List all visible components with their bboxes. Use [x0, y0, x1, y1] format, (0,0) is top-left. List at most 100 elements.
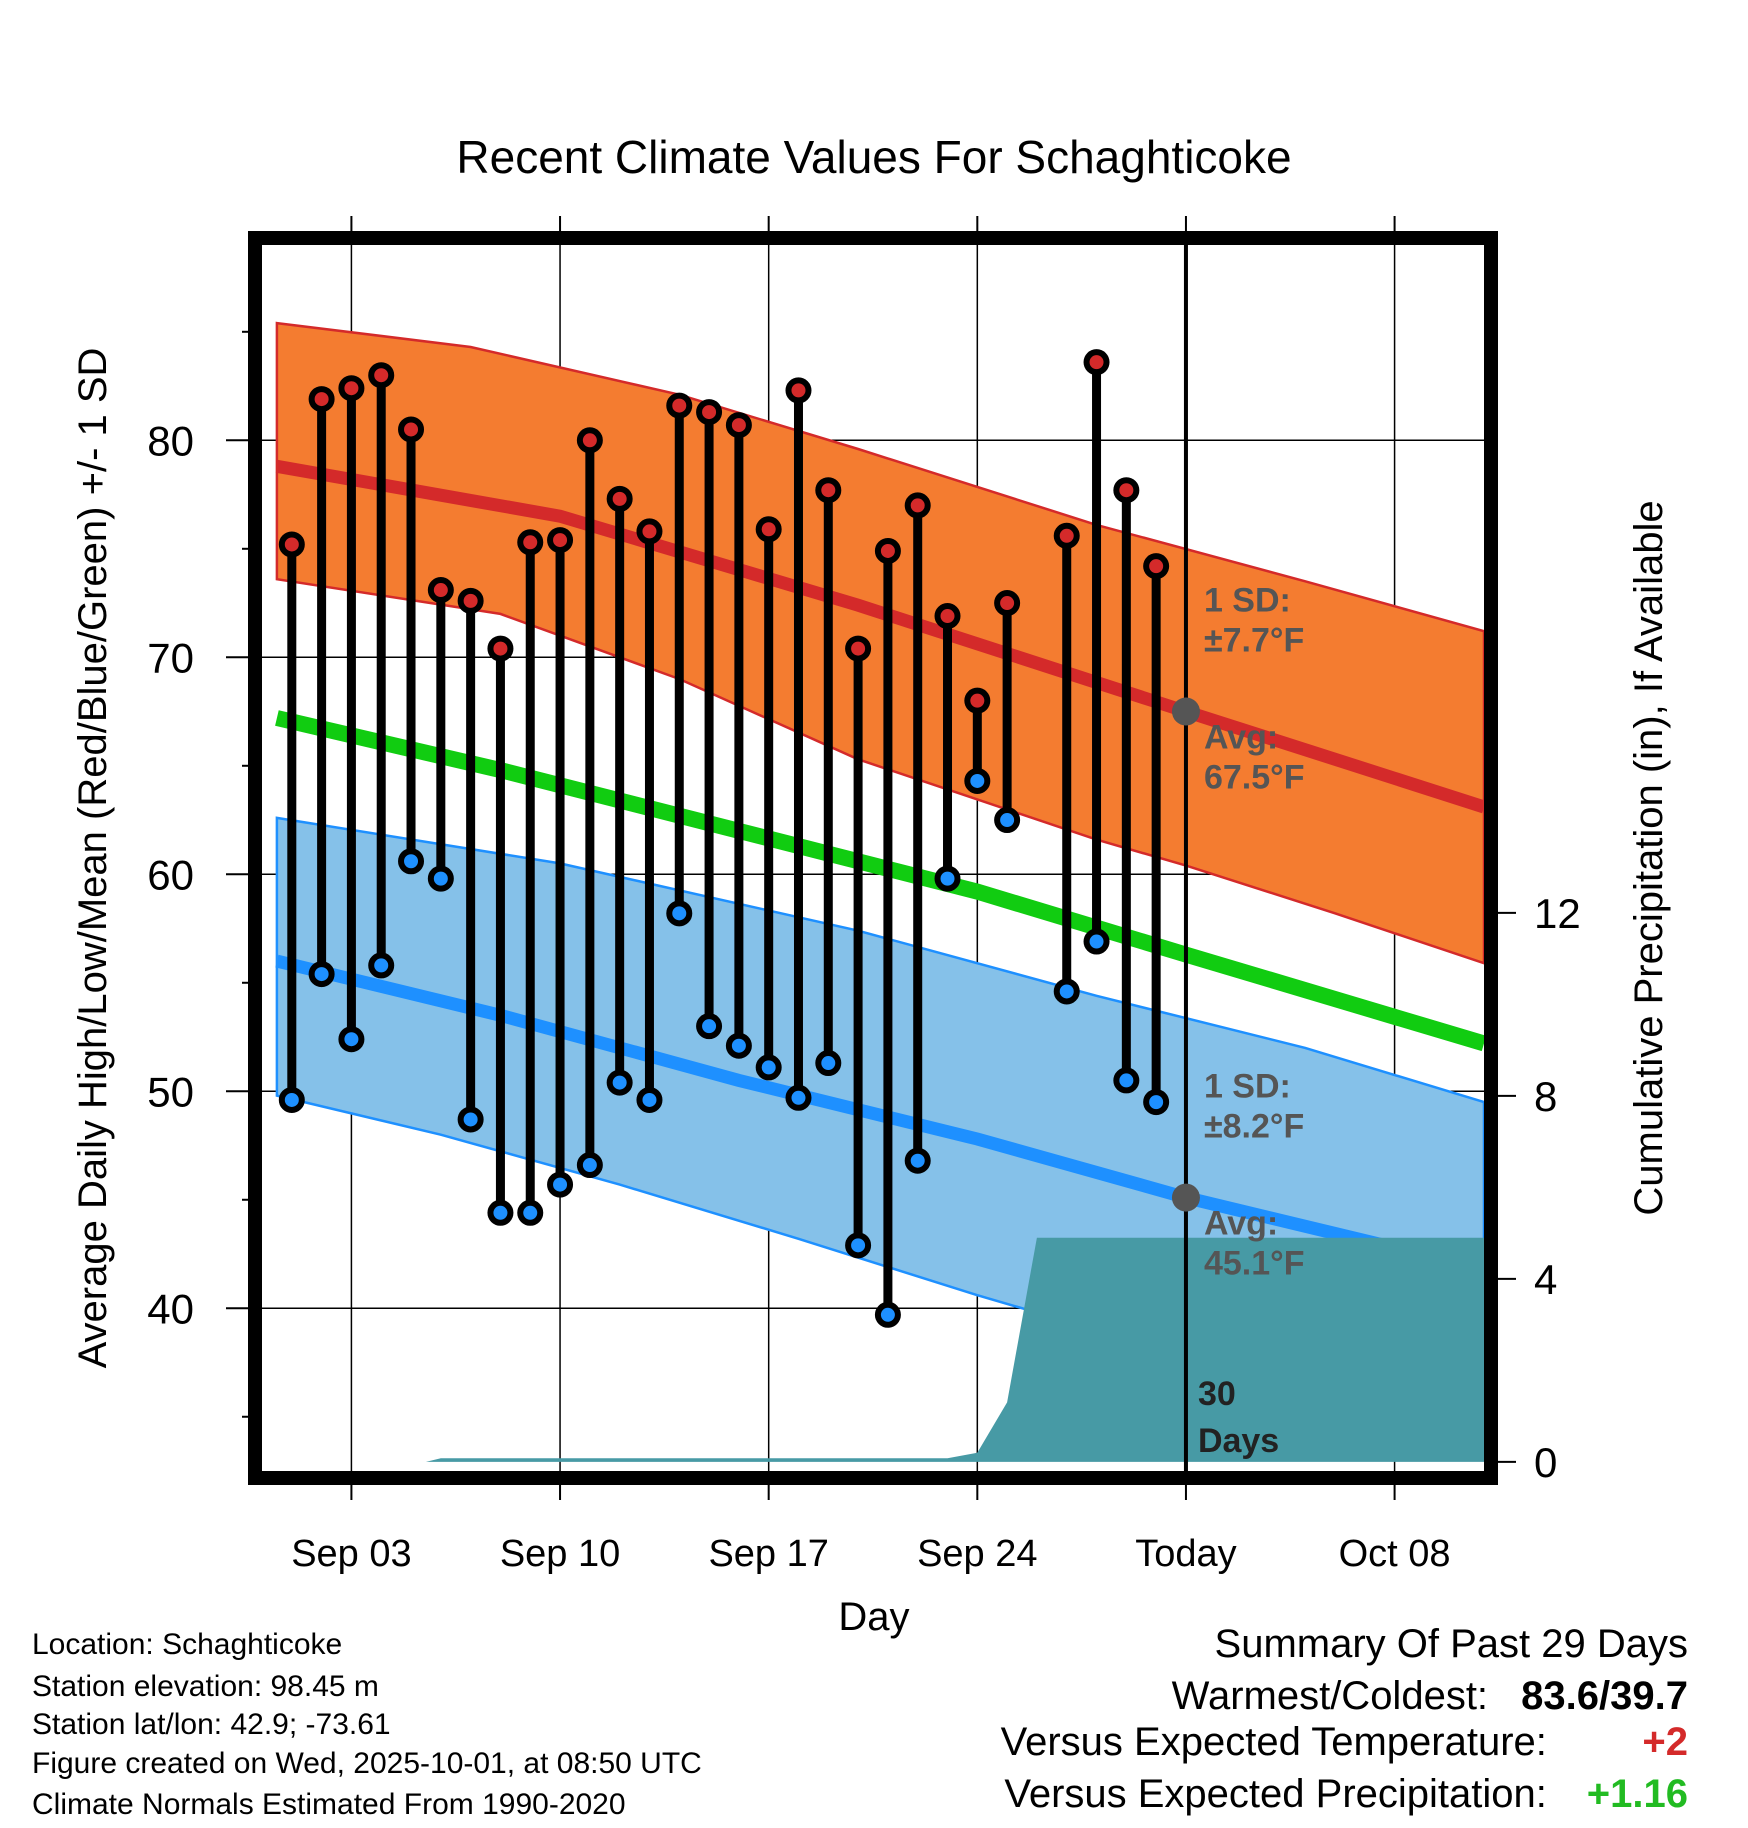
high-temp-point [994, 590, 1021, 617]
low-temp-point [606, 1069, 633, 1096]
y-tick-label: 70 [147, 634, 194, 681]
high-temp-point [487, 635, 514, 662]
avg-high-line [275, 459, 1484, 814]
low-temp-point [457, 1106, 484, 1133]
low-temp-point [576, 1152, 603, 1179]
high-temp-point [338, 375, 365, 402]
x-tick-label: Sep 17 [708, 1533, 828, 1575]
high-temp-point [368, 362, 395, 389]
high-temp-point [904, 492, 931, 519]
summary-title: Summary Of Past 29 Days [1214, 1622, 1688, 1666]
low-temp-point [427, 865, 454, 892]
high-temp-point [427, 577, 454, 604]
annotation-low-avg-value: 45.1°F [1204, 1245, 1305, 1283]
high-temp-point [845, 635, 872, 662]
temp-value: +2 [1642, 1720, 1688, 1764]
low-temp-point [725, 1032, 752, 1059]
low-temp-point [487, 1199, 514, 1226]
footer-elevation: Station elevation: 98.45 m [32, 1670, 379, 1703]
high-temp-point [1053, 522, 1080, 549]
footer-created: Figure created on Wed, 2025-10-01, at 08… [32, 1747, 702, 1780]
annotation-days-word: Days [1198, 1422, 1279, 1460]
low-temp-point [368, 952, 395, 979]
plot-frame [248, 231, 1498, 1485]
y2-tick-label: 4 [1534, 1256, 1557, 1303]
temp-label: Versus Expected Temperature: [1000, 1720, 1547, 1764]
summary-precip: Versus Expected Precipitation: +1.16 [1004, 1774, 1688, 1814]
annotation-low-avg-label: Avg: [1204, 1205, 1278, 1243]
high-temp-point [1113, 477, 1140, 504]
high-temp-point [308, 386, 335, 413]
low-temp-point [785, 1084, 812, 1111]
low-temp-point [1083, 928, 1110, 955]
chart-title: Recent Climate Values For Schaghticoke [456, 131, 1291, 183]
warm-cold-label: Warmest/Coldest: [1171, 1674, 1489, 1718]
low-temp-point [1053, 978, 1080, 1005]
high-temp-point [696, 399, 723, 426]
high-temp-point [725, 412, 752, 439]
low-temp-point [964, 767, 991, 794]
low-temp-point [547, 1171, 574, 1198]
high-temp-point [874, 537, 901, 564]
high-temp-point [517, 529, 544, 556]
high-temp-point [934, 603, 961, 630]
low-temp-point [278, 1086, 305, 1113]
footer-location: Location: Schaghticoke [32, 1628, 343, 1661]
today-avg-high-marker [1171, 697, 1200, 726]
high-temp-point [278, 531, 305, 558]
high-temp-point [398, 416, 425, 443]
low-temp-point [696, 1013, 723, 1040]
y2-tick-label: 0 [1534, 1439, 1557, 1486]
y2-tick-label: 12 [1534, 890, 1581, 937]
low-temp-point [398, 848, 425, 875]
annotation-low-sd-value: ±8.2°F [1204, 1108, 1304, 1146]
y2-tick-label: 8 [1534, 1073, 1557, 1120]
low-temp-point [338, 1026, 365, 1053]
warm-cold-value: 83.6/39.7 [1521, 1674, 1688, 1718]
low-temp-point [845, 1232, 872, 1259]
summary-temp: Versus Expected Temperature: +2 [1001, 1722, 1688, 1762]
low-temp-point [666, 900, 693, 927]
low-temp-point [308, 961, 335, 988]
y2-axis-label: Cumulative Precipitation (in), If Availa… [1627, 500, 1671, 1215]
high-temp-point [606, 485, 633, 512]
low-temp-point [1143, 1089, 1170, 1116]
precip-label: Versus Expected Precipitation: [1004, 1772, 1547, 1816]
annotation-days-number: 30 [1198, 1375, 1236, 1413]
high-temp-point [636, 518, 663, 545]
x-tick-label: Sep 10 [500, 1533, 620, 1575]
x-axis-label: Day [838, 1595, 909, 1639]
footer-normals: Climate Normals Estimated From 1990-2020 [32, 1788, 626, 1821]
precip-area [276, 1237, 1484, 1462]
high-temp-point [815, 477, 842, 504]
high-temp-point [755, 516, 782, 543]
annotation-low-sd-label: 1 SD: [1204, 1068, 1291, 1106]
low-temp-point [1113, 1067, 1140, 1094]
y-tick-label: 50 [147, 1068, 194, 1115]
low-temp-point [636, 1086, 663, 1113]
x-tick-label: Today [1135, 1533, 1236, 1575]
high-temp-point [964, 687, 991, 714]
high-temp-point [1143, 553, 1170, 580]
high-temp-point [1083, 349, 1110, 376]
x-tick-label: Sep 03 [291, 1533, 411, 1575]
low-temp-point [934, 865, 961, 892]
annotation-high-avg-label: Avg: [1204, 719, 1278, 757]
high-temp-point [547, 527, 574, 554]
precip-value: +1.16 [1586, 1772, 1688, 1816]
high-temp-point [785, 377, 812, 404]
annotation-high-sd-value: ±7.7°F [1204, 622, 1304, 660]
annotation-high-avg-value: 67.5°F [1204, 759, 1305, 797]
low-temp-point [994, 807, 1021, 834]
low-temp-point [904, 1147, 931, 1174]
high-temp-point [576, 427, 603, 454]
low-temp-point [755, 1054, 782, 1081]
low-temp-point [874, 1301, 901, 1328]
low-temp-point [517, 1199, 544, 1226]
high-temp-point [457, 587, 484, 614]
x-tick-label: Oct 08 [1339, 1533, 1451, 1575]
today-avg-low-marker [1171, 1183, 1200, 1212]
y-tick-label: 80 [147, 417, 194, 464]
annotation-high-sd-label: 1 SD: [1204, 582, 1291, 620]
